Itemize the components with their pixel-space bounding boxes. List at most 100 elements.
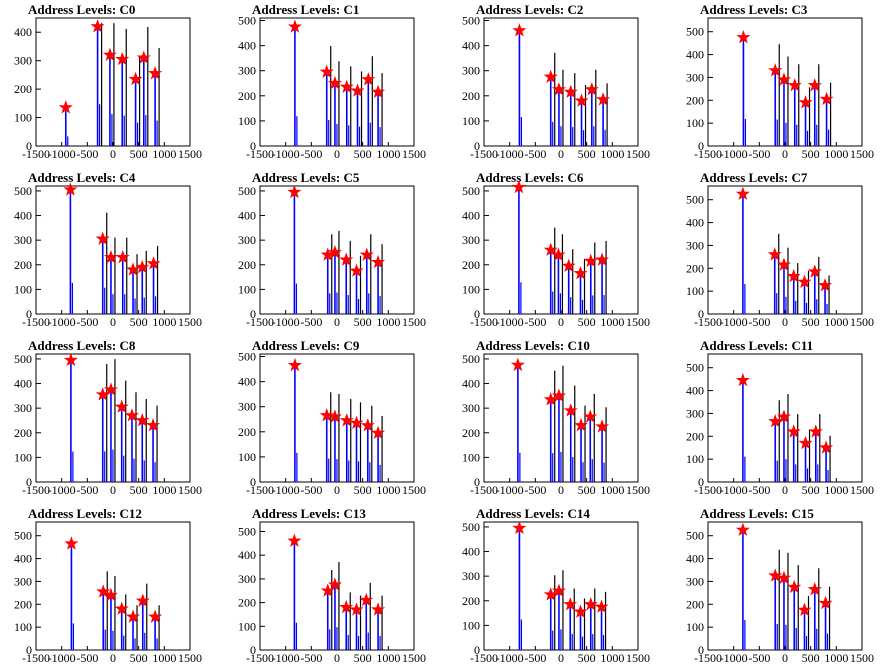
y-tick-label: 200 [462,594,480,608]
x-tick-label: 1000 [376,483,400,497]
peak-marker [349,602,364,616]
peak-marker [148,609,163,623]
peak-marker [563,403,578,417]
chart-title: Address Levels: C15 [700,506,814,521]
peak-marker [359,592,374,607]
peak-marker [583,597,598,611]
chart-title: Address Levels: C11 [700,338,813,353]
y-tick-label: 200 [238,258,256,272]
x-tick-label: 500 [130,651,148,665]
chart-svg: Address Levels: C0 0 100 200 300 400 -1500-100… [14,2,202,161]
x-tick-label: 1500 [178,315,202,329]
y-tick-label: 300 [14,54,32,68]
peak-marker [95,387,110,401]
chart-title: Address Levels: C13 [252,506,366,521]
x-tick-label: -1000 [48,147,76,161]
x-tick-label: 500 [578,483,596,497]
peak-marker [512,23,527,37]
x-tick-label: 1500 [402,651,426,665]
x-tick-label: 1000 [824,315,848,329]
y-tick-label: 300 [462,569,480,583]
peak-marker [135,593,150,607]
peak-marker [768,414,783,428]
chart-svg: Address Levels: C11 0 100 200 300 400 500 -1500… [686,338,874,497]
x-tick-label: 1500 [626,315,650,329]
x-tick-label: -500 [748,147,770,161]
x-tick-label: -1000 [720,651,748,665]
peak-marker [103,382,118,396]
x-tick-label: -500 [748,315,770,329]
x-tick-label: -500 [524,147,546,161]
x-tick-label: 1500 [178,147,202,161]
chart-svg: Address Levels: C15 0 100 200 300 400 500 -1500… [686,506,874,665]
x-tick-label: 500 [802,483,820,497]
peak-marker [798,435,813,450]
y-tick-label: 100 [14,282,32,296]
peak-marker [136,50,151,64]
chart-panel-c13: Address Levels: C13 0 100 200 300 400 500 -1500… [224,504,448,672]
chart-panel-c5: Address Levels: C5 0 100 200 300 400 500 -1500-… [224,168,448,336]
x-tick-label: 1500 [178,651,202,665]
x-tick-label: 1500 [178,483,202,497]
y-tick-label: 300 [238,233,256,247]
x-tick-label: 0 [334,483,340,497]
x-tick-label: -500 [748,651,770,665]
x-tick-label: 1000 [152,651,176,665]
x-tick-label: -500 [300,483,322,497]
y-tick-label: 100 [238,114,256,128]
peak-marker [327,577,342,591]
chart-title: Address Levels: C7 [700,170,808,185]
x-tick-label: 1500 [402,483,426,497]
peak-marker [767,247,782,261]
x-tick-label: 0 [558,651,564,665]
peak-marker [125,262,141,276]
y-tick-label: 500 [14,352,32,366]
peak-marker [58,100,73,114]
y-tick-label: 400 [686,384,704,398]
chart-title: Address Levels: C10 [476,338,590,353]
y-tick-label: 500 [686,529,704,543]
chart-svg: Address Levels: C20100200300400500-1500-… [462,2,650,161]
x-tick-label: 1000 [600,483,624,497]
chart-panel-c12: Address Levels: C12 0 100 200 300 400 500 -1500… [0,504,224,672]
peak-marker [63,352,78,367]
y-tick-label: 400 [14,552,32,566]
y-tick-label: 0 [250,643,256,657]
y-tick-label: 100 [238,282,256,296]
x-tick-label: -1000 [48,651,76,665]
y-tick-label: 200 [238,425,256,439]
x-tick-label: 1000 [824,147,848,161]
peak-marker [595,252,610,266]
x-tick-label: 0 [334,651,340,665]
plot-frame [35,17,191,147]
x-tick-label: -500 [300,315,322,329]
x-tick-label: 500 [130,315,148,329]
x-tick-label: -1000 [496,651,524,665]
peak-marker [551,82,567,96]
y-tick-label: 400 [238,39,256,53]
x-tick-label: 1000 [376,651,400,665]
peak-marker [561,258,576,272]
x-tick-label: 0 [558,483,564,497]
y-tick-label: 400 [462,545,480,559]
y-tick-label: 0 [250,475,256,489]
peak-marker [551,388,566,402]
x-tick-label: 1000 [152,147,176,161]
y-tick-label: 500 [14,529,32,543]
x-tick-label: -1500 [694,315,722,329]
y-tick-label: 100 [686,116,704,130]
x-tick-label: -1500 [22,651,50,665]
y-tick-label: 100 [14,620,32,634]
chart-panel-c1: Address Levels: C1 0 100 200 300 400 500 -1500-… [224,0,448,168]
peak-marker [583,409,598,423]
y-tick-label: 400 [686,48,704,62]
y-tick-label: 400 [462,39,480,53]
y-tick-label: 400 [238,548,256,562]
peak-marker [735,522,750,536]
y-tick-label: 400 [14,377,32,391]
x-tick-label: 0 [782,315,788,329]
peak-marker [787,579,802,594]
x-tick-label: -1000 [496,315,524,329]
peak-marker [64,536,79,550]
x-tick-label: -1500 [246,147,274,161]
